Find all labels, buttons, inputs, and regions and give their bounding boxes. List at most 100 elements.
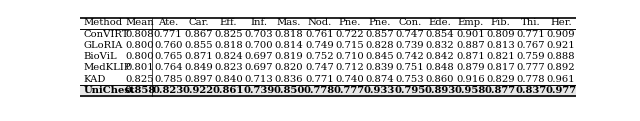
Text: 0.722: 0.722 — [335, 30, 364, 39]
Text: 0.817: 0.817 — [486, 63, 515, 72]
Text: 0.742: 0.742 — [396, 52, 424, 61]
Text: Mas.: Mas. — [277, 18, 301, 27]
Text: 0.850: 0.850 — [273, 86, 305, 95]
Text: 0.858: 0.858 — [124, 86, 156, 95]
Text: 0.764: 0.764 — [154, 63, 182, 72]
Text: 0.801: 0.801 — [125, 63, 154, 72]
Text: 0.823: 0.823 — [152, 86, 184, 95]
Text: 0.739: 0.739 — [396, 41, 424, 50]
Bar — [80, 85, 576, 96]
Text: 0.697: 0.697 — [244, 63, 273, 72]
Text: 0.771: 0.771 — [305, 75, 333, 84]
Text: 0.777: 0.777 — [516, 63, 545, 72]
Text: 0.760: 0.760 — [154, 41, 182, 50]
Text: 0.837: 0.837 — [515, 86, 547, 95]
Text: KAD: KAD — [84, 75, 106, 84]
Text: Inf.: Inf. — [250, 18, 268, 27]
Text: 0.887: 0.887 — [456, 41, 484, 50]
Text: 0.703: 0.703 — [244, 30, 273, 39]
Text: 0.715: 0.715 — [335, 41, 364, 50]
Text: ConVIRT: ConVIRT — [84, 30, 129, 39]
Text: Ede.: Ede. — [429, 18, 451, 27]
Text: 0.820: 0.820 — [275, 63, 303, 72]
Text: 0.777: 0.777 — [334, 86, 365, 95]
Text: 0.823: 0.823 — [214, 63, 243, 72]
Text: 0.854: 0.854 — [426, 30, 454, 39]
Text: 0.808: 0.808 — [125, 30, 154, 39]
Text: 0.818: 0.818 — [275, 30, 303, 39]
Text: 0.916: 0.916 — [456, 75, 484, 84]
Text: 0.855: 0.855 — [184, 41, 212, 50]
Text: 0.829: 0.829 — [486, 75, 515, 84]
Text: 0.836: 0.836 — [275, 75, 303, 84]
Text: MedKLIP: MedKLIP — [84, 63, 131, 72]
Text: 0.828: 0.828 — [365, 41, 394, 50]
Text: 0.747: 0.747 — [305, 63, 333, 72]
Text: 0.879: 0.879 — [456, 63, 484, 72]
Text: 0.700: 0.700 — [244, 41, 273, 50]
Text: Thi.: Thi. — [521, 18, 541, 27]
Text: 0.893: 0.893 — [424, 86, 456, 95]
Text: 0.713: 0.713 — [244, 75, 273, 84]
Text: 0.958: 0.958 — [454, 86, 486, 95]
Text: 0.819: 0.819 — [275, 52, 303, 61]
Text: 0.867: 0.867 — [184, 30, 212, 39]
Text: 0.759: 0.759 — [516, 52, 545, 61]
Text: 0.824: 0.824 — [214, 52, 243, 61]
Text: 0.871: 0.871 — [184, 52, 213, 61]
Text: 0.752: 0.752 — [305, 52, 333, 61]
Text: 0.961: 0.961 — [547, 75, 575, 84]
Text: 0.874: 0.874 — [365, 75, 394, 84]
Text: 0.842: 0.842 — [426, 52, 454, 61]
Text: 0.877: 0.877 — [485, 86, 516, 95]
Text: 0.825: 0.825 — [125, 75, 154, 84]
Text: BioViL: BioViL — [84, 52, 117, 61]
Text: 0.697: 0.697 — [244, 52, 273, 61]
Text: 0.809: 0.809 — [486, 30, 515, 39]
Text: 0.922: 0.922 — [183, 86, 214, 95]
Text: Fib.: Fib. — [491, 18, 510, 27]
Text: 0.860: 0.860 — [426, 75, 454, 84]
Text: 0.821: 0.821 — [486, 52, 515, 61]
Text: Method: Method — [84, 18, 123, 27]
Text: 0.909: 0.909 — [547, 30, 575, 39]
Text: 0.892: 0.892 — [547, 63, 575, 72]
Text: 0.761: 0.761 — [305, 30, 333, 39]
Text: 0.818: 0.818 — [214, 41, 243, 50]
Text: 0.765: 0.765 — [154, 52, 182, 61]
Text: GLoRIA: GLoRIA — [84, 41, 123, 50]
Text: 0.921: 0.921 — [547, 41, 575, 50]
Text: Eff.: Eff. — [220, 18, 237, 27]
Text: 0.753: 0.753 — [396, 75, 424, 84]
Text: 0.749: 0.749 — [305, 41, 333, 50]
Text: Emp.: Emp. — [457, 18, 483, 27]
Text: Con.: Con. — [398, 18, 422, 27]
Text: 0.848: 0.848 — [426, 63, 454, 72]
Text: 0.839: 0.839 — [365, 63, 394, 72]
Text: 0.712: 0.712 — [335, 63, 364, 72]
Text: 0.901: 0.901 — [456, 30, 484, 39]
Text: 0.857: 0.857 — [365, 30, 394, 39]
Text: 0.832: 0.832 — [426, 41, 454, 50]
Text: 0.861: 0.861 — [213, 86, 244, 95]
Text: 0.771: 0.771 — [154, 30, 182, 39]
Text: Ate.: Ate. — [158, 18, 179, 27]
Text: 0.785: 0.785 — [154, 75, 182, 84]
Text: 0.888: 0.888 — [547, 52, 575, 61]
Text: 0.849: 0.849 — [184, 63, 213, 72]
Text: 0.739: 0.739 — [243, 86, 275, 95]
Text: 0.933: 0.933 — [364, 86, 396, 95]
Text: Nod.: Nod. — [307, 18, 332, 27]
Text: 0.800: 0.800 — [125, 52, 154, 61]
Text: 0.871: 0.871 — [456, 52, 484, 61]
Text: 0.778: 0.778 — [304, 86, 335, 95]
Text: Mean: Mean — [125, 18, 154, 27]
Text: 0.778: 0.778 — [516, 75, 545, 84]
Text: 0.710: 0.710 — [335, 52, 364, 61]
Text: 0.977: 0.977 — [545, 86, 577, 95]
Text: 0.840: 0.840 — [214, 75, 243, 84]
Text: 0.767: 0.767 — [516, 41, 545, 50]
Text: 0.795: 0.795 — [394, 86, 426, 95]
Text: Pne.: Pne. — [339, 18, 361, 27]
Text: 0.897: 0.897 — [184, 75, 212, 84]
